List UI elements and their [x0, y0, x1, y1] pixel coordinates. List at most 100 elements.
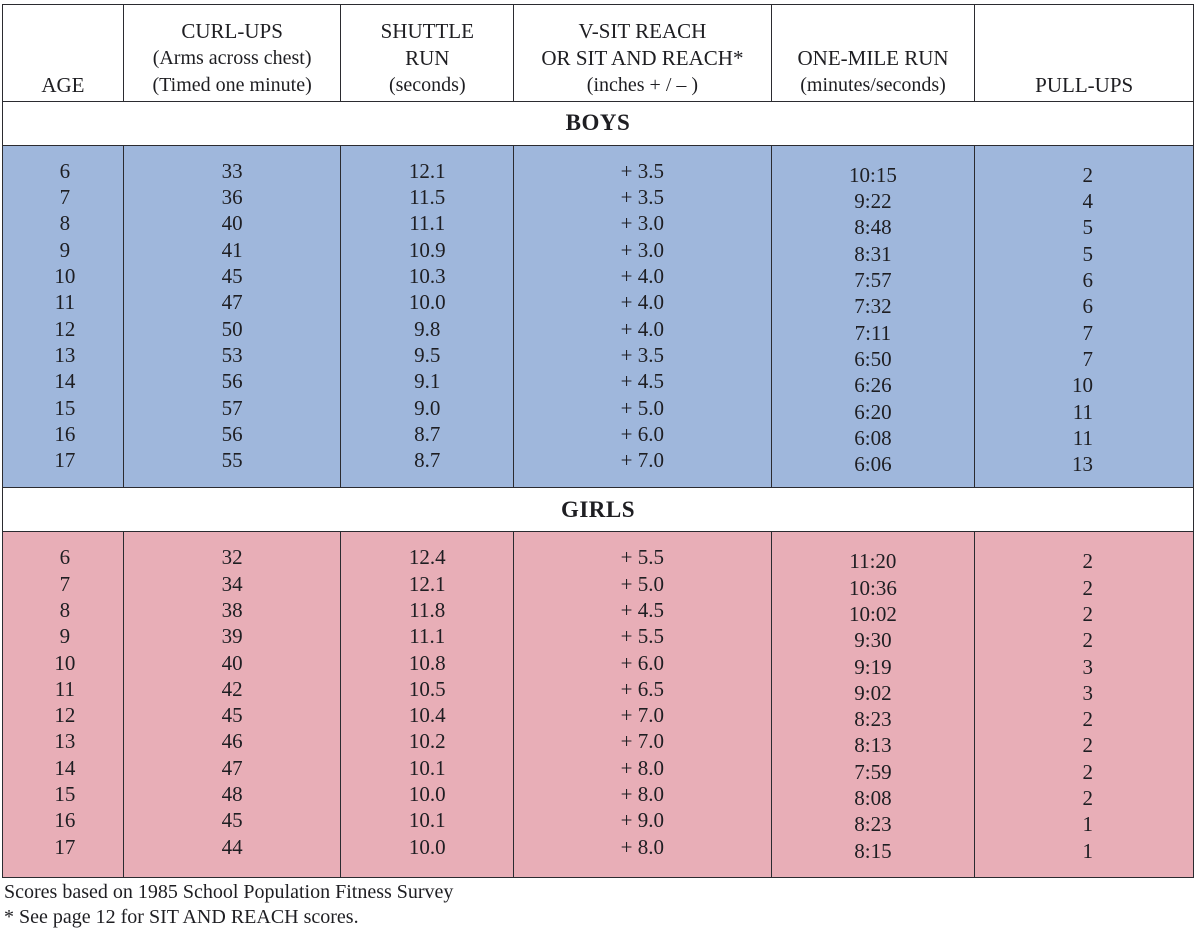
girls-age-cell: 16 — [54, 808, 76, 833]
girls-age-cell: 6 — [59, 545, 71, 570]
one-mile-run-header-title: ONE-MILE RUN — [797, 45, 949, 70]
girls-one-mile-run-cell: 9:19 — [854, 654, 892, 679]
girls-one-mile-run-column: 11:20 10:36 10:02 9:30 9:19 9:02 8:23 8:13 7:59 8… — [772, 532, 976, 878]
boys-age-column: 6 7 8 9 10 11 12 13 14 15 16 17 — [3, 145, 124, 488]
girls-curl-ups-cell: 45 — [221, 808, 243, 833]
boys-v-sit-reach-cell: + 3.0 — [620, 237, 664, 262]
girls-scores-band: 6 7 8 9 10 11 12 13 14 15 16 17 32 34 38 39 40 42 45 46 47 4… — [3, 532, 1193, 878]
boys-v-sit-reach-cell: + 5.0 — [620, 395, 664, 420]
boys-v-sit-reach-cell: + 3.5 — [620, 342, 664, 367]
girls-curl-ups-cell: 39 — [221, 624, 243, 649]
girls-curl-ups-cell: 45 — [221, 703, 243, 728]
girls-v-sit-reach-cell: + 5.5 — [620, 545, 664, 570]
boys-v-sit-reach-cell: + 6.0 — [620, 421, 664, 446]
girls-shuttle-run-cell: 10.2 — [408, 729, 446, 754]
boys-one-mile-run-cell: 6:26 — [854, 373, 892, 398]
boys-shuttle-run-cell: 9.5 — [414, 342, 441, 367]
girls-shuttle-run-cell: 11.1 — [409, 624, 446, 649]
boys-one-mile-run-cell: 6:50 — [854, 346, 892, 371]
age-header: AGE — [3, 5, 124, 101]
boys-scores-band: 6 7 8 9 10 11 12 13 14 15 16 17 33 36 40 41 45 47 50 53 56 5… — [3, 145, 1193, 489]
boys-one-mile-run-cell: 10:15 — [848, 162, 897, 187]
girls-shuttle-run-cell: 10.8 — [408, 650, 446, 675]
footnote-asterisk: * See page 12 for SIT AND REACH scores. — [4, 906, 359, 928]
boys-age-cell: 15 — [54, 395, 76, 420]
shuttle-run-header-title-2: RUN — [405, 45, 450, 70]
v-sit-reach-header: V-SIT REACH OR SIT AND REACH* (inches + … — [514, 5, 772, 101]
boys-pull-ups-cell: 7 — [1082, 346, 1094, 371]
girls-shuttle-run-cell: 12.1 — [408, 571, 446, 596]
girls-v-sit-reach-cell: + 6.5 — [620, 676, 664, 701]
girls-curl-ups-cell: 38 — [221, 598, 243, 622]
boys-pull-ups-cell: 11 — [1072, 399, 1093, 424]
girls-curl-ups-cell: 47 — [221, 755, 243, 780]
girls-pull-ups-cell: 1 — [1082, 812, 1094, 837]
girls-age-cell: 10 — [54, 650, 76, 675]
girls-v-sit-reach-cell: + 8.0 — [620, 755, 664, 780]
boys-shuttle-run-cell: 11.1 — [409, 211, 446, 236]
girls-pull-ups-cell: 2 — [1082, 707, 1094, 732]
boys-pull-ups-cell: 6 — [1082, 294, 1094, 319]
boys-v-sit-reach-cell: + 4.0 — [620, 316, 664, 341]
boys-curl-ups-cell: 41 — [221, 237, 243, 262]
girls-section-title: GIRLS — [3, 488, 1193, 533]
girls-pull-ups-cell: 2 — [1082, 628, 1094, 653]
boys-one-mile-run-cell: 8:31 — [854, 241, 892, 266]
girls-pull-ups-cell: 2 — [1082, 786, 1094, 811]
boys-one-mile-run-cell: 6:08 — [854, 425, 892, 450]
girls-one-mile-run-cell: 7:59 — [854, 759, 892, 784]
boys-shuttle-run-cell: 9.0 — [414, 395, 441, 420]
boys-age-cell: 14 — [54, 369, 76, 394]
boys-one-mile-run-cell: 6:20 — [854, 399, 892, 424]
girls-v-sit-reach-cell: + 5.0 — [620, 571, 664, 596]
girls-age-cell: 9 — [59, 624, 71, 649]
boys-curl-ups-cell: 40 — [221, 211, 243, 236]
boys-curl-ups-cell: 57 — [221, 395, 243, 420]
girls-one-mile-run-cell: 11:20 — [849, 549, 897, 574]
footnotes: Scores based on 1985 School Population F… — [4, 880, 453, 930]
boys-v-sit-reach-cell: + 4.5 — [620, 369, 664, 394]
boys-shuttle-run-cell: 8.7 — [414, 421, 441, 446]
boys-pull-ups-cell: 10 — [1072, 373, 1093, 398]
boys-curl-ups-cell: 36 — [221, 185, 243, 210]
boys-one-mile-run-cell: 7:11 — [854, 320, 892, 345]
girls-one-mile-run-cell: 8:13 — [854, 733, 892, 758]
girls-pull-ups-cell: 2 — [1082, 733, 1094, 758]
boys-age-cell: 17 — [54, 448, 76, 473]
girls-v-sit-reach-cell: + 5.5 — [620, 624, 664, 649]
boys-v-sit-reach-cell: + 3.0 — [620, 211, 664, 236]
boys-age-cell: 7 — [59, 185, 71, 210]
boys-pull-ups-cell: 5 — [1082, 241, 1094, 266]
boys-shuttle-run-column: 12.1 11.5 11.1 10.9 10.3 10.0 9.8 9.5 9.1 9.0 8.7 8… — [341, 145, 515, 488]
curl-ups-header-title: CURL-UPS — [181, 18, 283, 43]
boys-pull-ups-cell: 4 — [1082, 189, 1094, 214]
girls-v-sit-reach-cell: + 6.0 — [620, 650, 664, 675]
girls-pull-ups-cell: 3 — [1082, 680, 1094, 705]
shuttle-run-header: SHUTTLE RUN (seconds) — [341, 5, 515, 101]
girls-curl-ups-cell: 40 — [221, 650, 243, 675]
girls-pull-ups-cell: 2 — [1082, 575, 1094, 600]
boys-age-cell: 10 — [54, 264, 76, 289]
boys-shuttle-run-cell: 10.3 — [408, 264, 446, 289]
boys-v-sit-reach-column: + 3.5 + 3.5 + 3.0 + 3.0 + 4.0 + 4.0 + 4.0 + 3.5… — [514, 145, 772, 488]
girls-v-sit-reach-cell: + 7.0 — [620, 703, 664, 728]
boys-curl-ups-cell: 50 — [221, 316, 243, 341]
girls-v-sit-reach-cell: + 8.0 — [620, 782, 664, 807]
girls-one-mile-run-cell: 8:23 — [854, 707, 892, 732]
boys-one-mile-run-column: 10:15 9:22 8:48 8:31 7:57 7:32 7:11 6:50 6:26 6:2… — [772, 145, 976, 488]
boys-curl-ups-column: 33 36 40 41 45 47 50 53 56 57 56 55 — [124, 145, 342, 488]
girls-curl-ups-cell: 48 — [221, 782, 243, 807]
boys-one-mile-run-cell: 7:57 — [854, 268, 892, 293]
boys-age-cell: 11 — [54, 290, 75, 315]
girls-age-cell: 17 — [54, 834, 76, 859]
girls-age-cell: 11 — [54, 676, 75, 701]
girls-pull-ups-cell: 1 — [1082, 838, 1094, 863]
one-mile-run-header: ONE-MILE RUN (minutes/seconds) — [772, 5, 976, 101]
girls-age-column: 6 7 8 9 10 11 12 13 14 15 16 17 — [3, 532, 124, 878]
age-header-label: AGE — [41, 72, 85, 97]
girls-v-sit-reach-cell: + 7.0 — [620, 729, 664, 754]
girls-curl-ups-cell: 44 — [221, 834, 243, 859]
boys-shuttle-run-cell: 12.1 — [408, 158, 446, 183]
boys-curl-ups-cell: 45 — [221, 264, 243, 289]
boys-one-mile-run-cell: 6:06 — [854, 452, 892, 477]
